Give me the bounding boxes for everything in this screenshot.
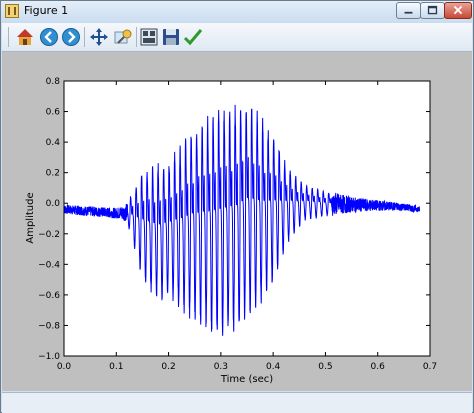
x-tick-label: 0.2 bbox=[161, 362, 175, 372]
x-tick-label: 0.5 bbox=[318, 362, 332, 372]
y-tick-label: −0.4 bbox=[38, 260, 60, 270]
subplots-button[interactable] bbox=[138, 26, 160, 48]
x-tick-label: 0.7 bbox=[423, 362, 437, 372]
title-bar[interactable]: Figure 1 bbox=[1, 1, 473, 23]
floppy-disk-icon bbox=[163, 29, 179, 45]
x-tick-label: 0.1 bbox=[109, 362, 123, 372]
checkmark-icon bbox=[183, 29, 203, 46]
edit-axes-button[interactable] bbox=[182, 26, 204, 48]
waveform-series bbox=[63, 104, 421, 336]
maximize-icon bbox=[427, 5, 438, 15]
x-tick-label: 0.6 bbox=[371, 362, 386, 372]
navigation-toolbar bbox=[2, 23, 472, 52]
maximize-button[interactable] bbox=[420, 2, 445, 19]
home-button[interactable] bbox=[14, 26, 36, 48]
save-button[interactable] bbox=[160, 26, 182, 48]
pan-arrows-icon bbox=[90, 28, 108, 46]
figure-canvas[interactable]: 0.0 0.1 0.2 0.3 0.4 0.5 0.6 0.7 0.8 0.6 0.4 0.2 0.0−… bbox=[2, 52, 472, 391]
y-tick-label: 0.6 bbox=[46, 108, 61, 118]
zoom-button[interactable] bbox=[112, 26, 134, 48]
status-bar bbox=[2, 392, 472, 413]
y-tick-label: −0.8 bbox=[38, 321, 60, 331]
close-button[interactable] bbox=[444, 2, 472, 19]
x-tick-label: 0.3 bbox=[214, 362, 228, 372]
y-tick-label: 0.0 bbox=[46, 199, 61, 209]
close-icon bbox=[453, 5, 463, 15]
home-icon bbox=[17, 29, 33, 45]
back-button[interactable] bbox=[38, 26, 60, 48]
back-arrow-icon bbox=[40, 28, 58, 46]
minimize-button[interactable] bbox=[396, 2, 421, 19]
toolbar-grip bbox=[8, 27, 9, 47]
x-tick-label: 0.4 bbox=[266, 362, 281, 372]
toolbar-separator bbox=[136, 27, 137, 47]
forward-arrow-icon bbox=[62, 28, 80, 46]
y-tick-label: 0.8 bbox=[46, 77, 61, 87]
waveform-chart: 0.0 0.1 0.2 0.3 0.4 0.5 0.6 0.70.80.60.40.20.0−… bbox=[25, 77, 437, 385]
y-tick-label: 0.2 bbox=[46, 169, 60, 179]
subplots-icon bbox=[140, 28, 158, 46]
minimize-icon bbox=[404, 11, 413, 14]
y-axis-label: Amplitude bbox=[25, 192, 36, 243]
axes-frame bbox=[63, 80, 431, 357]
amplitude-line bbox=[63, 104, 421, 336]
app-icon bbox=[5, 4, 19, 18]
y-tick-label: −1.0 bbox=[38, 352, 60, 362]
toolbar-separator bbox=[84, 27, 85, 47]
zoom-rect-icon bbox=[114, 29, 132, 44]
y-tick-label: 0.4 bbox=[46, 138, 61, 148]
forward-button[interactable] bbox=[60, 26, 82, 48]
pan-button[interactable] bbox=[88, 26, 110, 48]
x-tick-label: 0.0 bbox=[57, 362, 72, 372]
window-title: Figure 1 bbox=[24, 4, 69, 17]
y-tick-label: −0.6 bbox=[38, 291, 60, 301]
x-axis-label: Time (sec) bbox=[220, 374, 273, 385]
y-tick-label: −0.2 bbox=[38, 230, 60, 240]
